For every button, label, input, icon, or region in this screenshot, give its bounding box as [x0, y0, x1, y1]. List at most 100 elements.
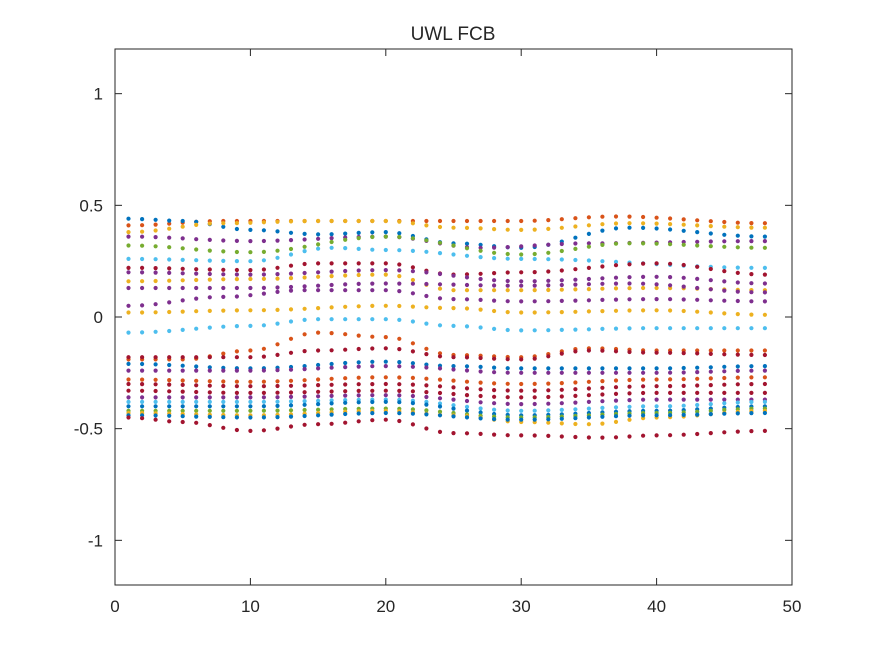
data-point [261, 415, 266, 420]
data-point [140, 361, 145, 367]
data-point [207, 365, 212, 370]
data-point [586, 406, 592, 411]
data-point [316, 330, 321, 335]
data-point [505, 299, 510, 304]
data-point [207, 408, 212, 413]
data-point [261, 272, 266, 277]
data-point [451, 273, 456, 278]
data-point [329, 261, 334, 266]
data-point [180, 404, 185, 409]
data-point [410, 269, 415, 274]
data-point [410, 265, 415, 270]
data-point [167, 378, 172, 383]
data-point [194, 383, 199, 388]
data-point [613, 370, 619, 375]
data-point [519, 218, 524, 224]
data-point [451, 414, 456, 419]
data-point [140, 377, 145, 382]
series-8 [126, 268, 768, 286]
data-point [437, 305, 443, 310]
data-point [153, 382, 158, 387]
data-point [559, 381, 564, 386]
data-point [573, 241, 578, 246]
data-point [248, 390, 253, 395]
data-point [600, 370, 605, 375]
data-point [316, 236, 321, 241]
data-point [370, 346, 375, 351]
data-point [735, 375, 740, 380]
data-point [410, 382, 415, 387]
data-point [261, 258, 266, 263]
data-point [397, 234, 402, 240]
data-point [762, 381, 768, 387]
series-10 [126, 281, 768, 295]
data-point [735, 289, 740, 294]
data-point [478, 369, 483, 374]
data-point [519, 310, 524, 315]
data-point [288, 367, 294, 372]
data-point [275, 289, 280, 294]
data-point [234, 390, 239, 395]
data-point [234, 384, 239, 389]
data-point [234, 226, 239, 232]
data-point [370, 393, 375, 398]
data-point [221, 285, 226, 291]
data-point [383, 364, 388, 369]
data-point [180, 327, 185, 332]
data-point [681, 390, 686, 395]
data-point [316, 242, 321, 247]
data-point [167, 404, 172, 409]
data-point [370, 411, 375, 416]
data-point [532, 366, 537, 371]
data-point [221, 267, 226, 272]
data-point [722, 390, 727, 395]
data-point [559, 310, 564, 315]
data-point [478, 400, 483, 405]
data-point [532, 388, 537, 393]
data-point [288, 424, 294, 429]
data-point [397, 375, 402, 380]
data-point [140, 256, 145, 262]
data-point [464, 379, 470, 384]
data-point [722, 430, 727, 435]
data-point [356, 346, 361, 352]
data-point [383, 375, 388, 380]
data-point [519, 252, 524, 257]
data-point [221, 404, 226, 409]
data-point [641, 326, 646, 331]
data-point [288, 284, 294, 290]
data-point [167, 309, 172, 315]
data-point [505, 395, 510, 400]
data-point [410, 319, 415, 324]
data-point [261, 354, 266, 359]
data-point [234, 285, 239, 291]
y-tick-label: -0.5 [74, 420, 103, 439]
data-point [316, 218, 321, 224]
data-point [478, 255, 483, 260]
data-point [722, 364, 727, 369]
data-point [627, 366, 632, 371]
data-point [505, 283, 510, 288]
data-point [722, 375, 727, 381]
data-point [383, 417, 388, 422]
data-point [248, 308, 253, 313]
data-point [248, 379, 253, 384]
data-point [356, 236, 361, 241]
data-point [288, 263, 294, 268]
data-point [329, 218, 334, 224]
data-point [288, 319, 294, 324]
data-point [275, 238, 280, 243]
data-point [519, 402, 524, 407]
data-point [559, 327, 564, 332]
data-point [410, 304, 415, 309]
data-point [464, 246, 470, 251]
data-point [234, 404, 239, 409]
data-point [275, 368, 280, 373]
data-point [722, 224, 727, 229]
data-point [288, 288, 294, 293]
data-point [180, 408, 185, 413]
data-point [519, 299, 524, 304]
data-point [735, 220, 740, 225]
data-point [586, 276, 592, 282]
data-point [478, 387, 483, 392]
